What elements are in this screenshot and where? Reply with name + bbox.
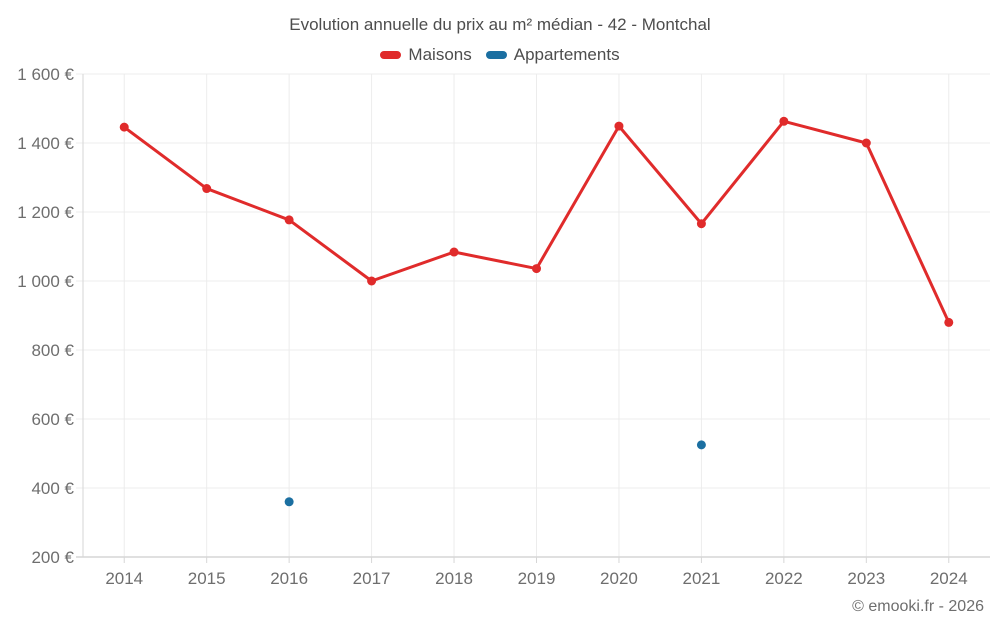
axes bbox=[76, 74, 990, 563]
gridlines bbox=[76, 73, 990, 557]
series-maisons bbox=[119, 116, 954, 327]
legend-label-maisons: Maisons bbox=[408, 45, 472, 64]
chart-legend: Maisons Appartements bbox=[0, 45, 1000, 65]
x-tick-label: 2017 bbox=[353, 569, 391, 588]
legend-item-appartements[interactable]: Appartements bbox=[485, 45, 620, 65]
data-point-maisons-2014[interactable] bbox=[119, 122, 129, 132]
y-tick-label: 1 200 € bbox=[17, 203, 74, 222]
data-point-maisons-2017[interactable] bbox=[367, 276, 377, 286]
series-appartements bbox=[284, 440, 706, 507]
data-point-maisons-2024[interactable] bbox=[944, 317, 954, 327]
appartements-legend-marker-icon bbox=[485, 51, 507, 59]
data-point-appartements-2016[interactable] bbox=[284, 497, 294, 507]
data-point-maisons-2016[interactable] bbox=[284, 215, 294, 225]
x-tick-label: 2018 bbox=[435, 569, 473, 588]
data-point-appartements-2021[interactable] bbox=[696, 440, 706, 450]
axis-labels: 200 € 400 € 600 € 800 € 1 000 € 1 200 € 1 400 … bbox=[17, 65, 967, 588]
maisons-legend-marker-icon bbox=[380, 51, 402, 59]
data-point-maisons-2021[interactable] bbox=[696, 219, 706, 229]
y-tick-label: 1 400 € bbox=[17, 134, 74, 153]
x-tick-label: 2014 bbox=[105, 569, 143, 588]
y-tick-label: 1 000 € bbox=[17, 272, 74, 291]
x-tick-label: 2020 bbox=[600, 569, 638, 588]
x-tick-label: 2015 bbox=[188, 569, 226, 588]
y-tick-label: 800 € bbox=[31, 341, 74, 360]
copyright-watermark: © emooki.fr - 2026 bbox=[852, 598, 984, 615]
legend-item-maisons[interactable]: Maisons bbox=[380, 45, 472, 65]
y-tick-label: 400 € bbox=[31, 479, 74, 498]
x-tick-label: 2016 bbox=[270, 569, 308, 588]
data-point-maisons-2019[interactable] bbox=[532, 264, 541, 274]
x-tick-label: 2024 bbox=[930, 569, 968, 588]
data-point-maisons-2023[interactable] bbox=[861, 138, 871, 148]
y-tick-label: 600 € bbox=[31, 410, 74, 429]
data-point-maisons-2018[interactable] bbox=[449, 247, 459, 257]
x-tick-label: 2023 bbox=[847, 569, 885, 588]
x-tick-label: 2021 bbox=[682, 569, 720, 588]
x-tick-label: 2019 bbox=[518, 569, 556, 588]
x-tick-label: 2022 bbox=[765, 569, 803, 588]
legend-label-appartements: Appartements bbox=[513, 45, 620, 64]
data-point-maisons-2020[interactable] bbox=[614, 121, 624, 131]
chart-title: Evolution annuelle du prix au m² médian … bbox=[289, 15, 711, 34]
y-tick-label: 200 € bbox=[31, 548, 74, 567]
data-point-maisons-2015[interactable] bbox=[202, 184, 212, 194]
y-tick-label: 1 600 € bbox=[17, 65, 74, 84]
data-point-maisons-2022[interactable] bbox=[779, 116, 789, 126]
